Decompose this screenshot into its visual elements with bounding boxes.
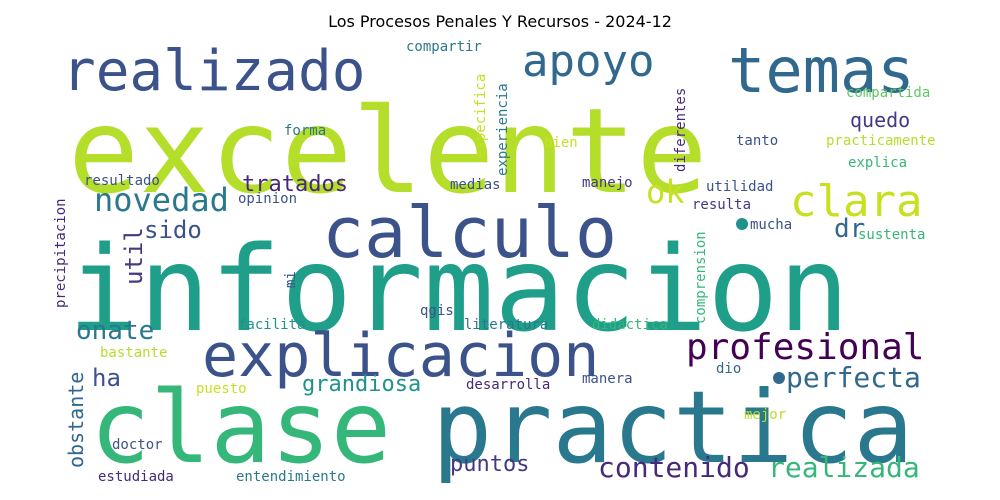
word-facilita: facilita <box>238 317 306 333</box>
word-apoyo: apoyo <box>522 36 655 87</box>
word-qgis: qgis <box>420 303 454 319</box>
word-mucha: mucha <box>750 217 793 233</box>
word-mi: mi <box>283 271 299 288</box>
word-sustenta: sustenta <box>858 227 926 243</box>
word-utilidad: utilidad <box>706 179 774 195</box>
word-compartir: compartir <box>406 39 482 55</box>
word-bien: bien <box>544 135 578 151</box>
word-bastante: bastante <box>100 345 168 361</box>
word-informacion: informacion <box>68 220 850 358</box>
word-ha: ha <box>92 364 121 392</box>
dot-mark <box>736 218 748 230</box>
word-didactica: didactica <box>592 317 668 333</box>
word-experiencia: experiencia <box>495 83 511 176</box>
word-excelente: excelente <box>68 82 708 220</box>
word-perfecta: perfecta <box>786 361 921 394</box>
word-precipitacion: precipitacion <box>53 198 69 308</box>
word-dio: dio <box>716 361 742 377</box>
word-clara: clara <box>790 176 923 227</box>
word-entendimiento: entendimiento <box>236 469 346 485</box>
word-novedad: novedad <box>94 181 229 219</box>
word-clase: clase <box>90 369 392 486</box>
word-onate: onate <box>76 316 155 346</box>
word-contenido: contenido <box>598 451 750 484</box>
word-util: util <box>120 227 148 285</box>
word-explicacion: explicacion <box>202 321 600 391</box>
word-sido: sido <box>144 216 202 244</box>
word-obstante: obstante <box>64 371 88 468</box>
word-tanto: tanto <box>736 133 779 149</box>
word-profesional: profesional <box>686 327 925 368</box>
word-manejo: manejo <box>582 175 633 191</box>
dot-mark <box>773 372 785 384</box>
word-tratados: tratados <box>242 172 348 197</box>
word-doctor: doctor <box>112 437 163 453</box>
word-compartida: compartida <box>846 85 931 101</box>
word-grandiosa: grandiosa <box>302 372 422 397</box>
word-calculo: calculo <box>322 192 618 274</box>
word-estudiada: estudiada <box>98 469 174 485</box>
word-cloud: excelente informacion clase practica cal… <box>53 34 940 490</box>
chart-title: Los Procesos Penales Y Recursos - 2024-1… <box>328 12 672 31</box>
word-ok: ok <box>646 173 685 211</box>
word-manera: manera <box>582 371 633 387</box>
word-literatura: literatura <box>464 317 549 333</box>
word-puntos: puntos <box>450 452 530 477</box>
word-realizado: realizado <box>62 39 366 104</box>
word-resultado: resultado <box>84 173 160 189</box>
word-practica: practica <box>432 369 914 486</box>
word-medias: medias <box>450 177 501 193</box>
word-realizada: realizada <box>768 451 920 484</box>
word-diferentes: diferentes <box>673 87 689 172</box>
word-dr: dr <box>834 214 866 244</box>
word-resulta: resulta <box>692 197 752 213</box>
word-desarrolla: desarrolla <box>466 377 551 393</box>
word-especifica: especifica <box>473 73 489 158</box>
word-explica: explica <box>848 155 908 171</box>
word-quedo: quedo <box>850 108 911 132</box>
word-practicamente: practicamente <box>826 133 936 149</box>
word-forma: forma <box>284 123 327 139</box>
word-temas: temas <box>728 34 915 107</box>
word-mejor: mejor <box>744 407 787 423</box>
word-comprension: comprension <box>693 231 709 324</box>
word-opinion: opinion <box>238 191 298 207</box>
word-puesto: puesto <box>196 381 247 397</box>
